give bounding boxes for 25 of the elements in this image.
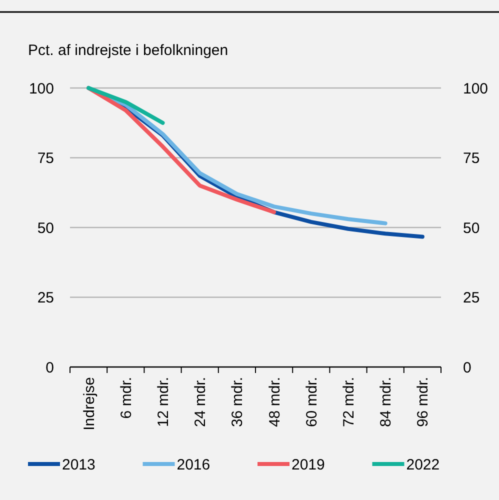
x-tick-label: 24 mdr. xyxy=(192,377,210,428)
y2-tick-label: 75 xyxy=(463,150,480,167)
legend-label: 2016 xyxy=(176,456,210,474)
x-tick-label: 36 mdr. xyxy=(229,377,246,428)
legend-label: 2013 xyxy=(62,456,96,474)
x-tick-label: 60 mdr. xyxy=(303,377,320,428)
y2-tick-label: 100 xyxy=(463,80,488,98)
y-tick-label: 100 xyxy=(28,80,54,98)
x-tick-label: 6 mdr. xyxy=(118,377,135,419)
y2-tick-label: 50 xyxy=(463,220,480,237)
x-tick-label: Indrejse xyxy=(80,377,98,430)
x-tick-label: 12 mdr. xyxy=(155,377,172,428)
y-tick-label: 50 xyxy=(37,220,54,237)
y-axis-title: Pct. af indrejste i befolkningen xyxy=(28,42,228,59)
y-tick-label: 25 xyxy=(37,290,54,306)
y-tick-label: 75 xyxy=(37,150,54,167)
legend-label: 2019 xyxy=(292,456,325,474)
y2-tick-label: 0 xyxy=(463,359,472,376)
x-tick-label: 48 mdr. xyxy=(266,377,284,428)
legend-label: 2022 xyxy=(406,456,440,474)
x-tick-label: 96 mdr. xyxy=(414,377,432,428)
x-tick-label: 72 mdr. xyxy=(340,377,358,428)
x-tick-label: 84 mdr. xyxy=(378,377,395,428)
y-tick-label: 0 xyxy=(46,359,54,376)
y2-tick-label: 25 xyxy=(463,290,480,306)
